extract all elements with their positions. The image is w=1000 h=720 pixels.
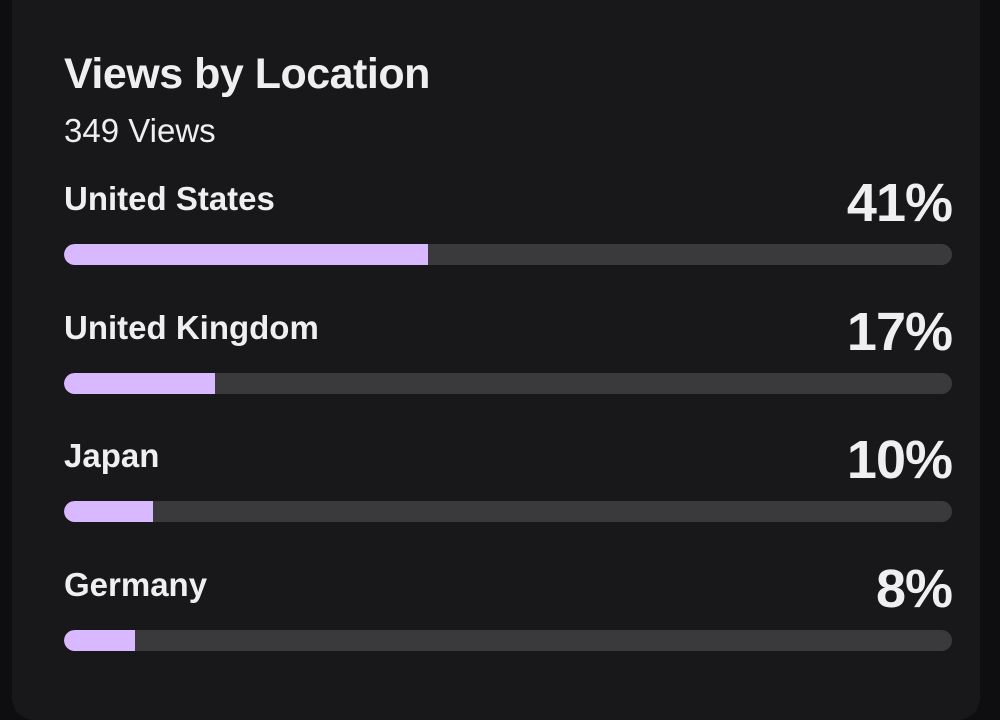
location-name: United States <box>64 180 275 217</box>
location-percent: 41% <box>846 173 953 233</box>
location-name: Germany <box>64 566 208 603</box>
location-percent: 17% <box>846 302 953 362</box>
progress-fill <box>64 373 215 394</box>
views-count: 349 Views <box>64 112 216 149</box>
location-name: United Kingdom <box>64 309 319 346</box>
progress-fill <box>64 501 153 522</box>
location-row-japan: Japan 10% <box>64 430 953 537</box>
location-percent: 10% <box>846 430 953 490</box>
views-by-location-card: Views by Location 349 Views United State… <box>12 0 980 720</box>
progress-fill <box>64 244 429 265</box>
location-percent: 8% <box>875 559 953 619</box>
location-row-germany: Germany 8% <box>64 559 953 666</box>
location-name: Japan <box>64 437 160 474</box>
location-row-united-states: United States 41% <box>64 173 953 280</box>
progress-track <box>64 630 952 651</box>
progress-track <box>64 373 952 394</box>
card-title: Views by Location <box>64 50 430 98</box>
progress-fill <box>64 630 136 651</box>
progress-track <box>64 501 952 522</box>
progress-track <box>64 244 952 265</box>
location-row-united-kingdom: United Kingdom 17% <box>64 302 953 409</box>
